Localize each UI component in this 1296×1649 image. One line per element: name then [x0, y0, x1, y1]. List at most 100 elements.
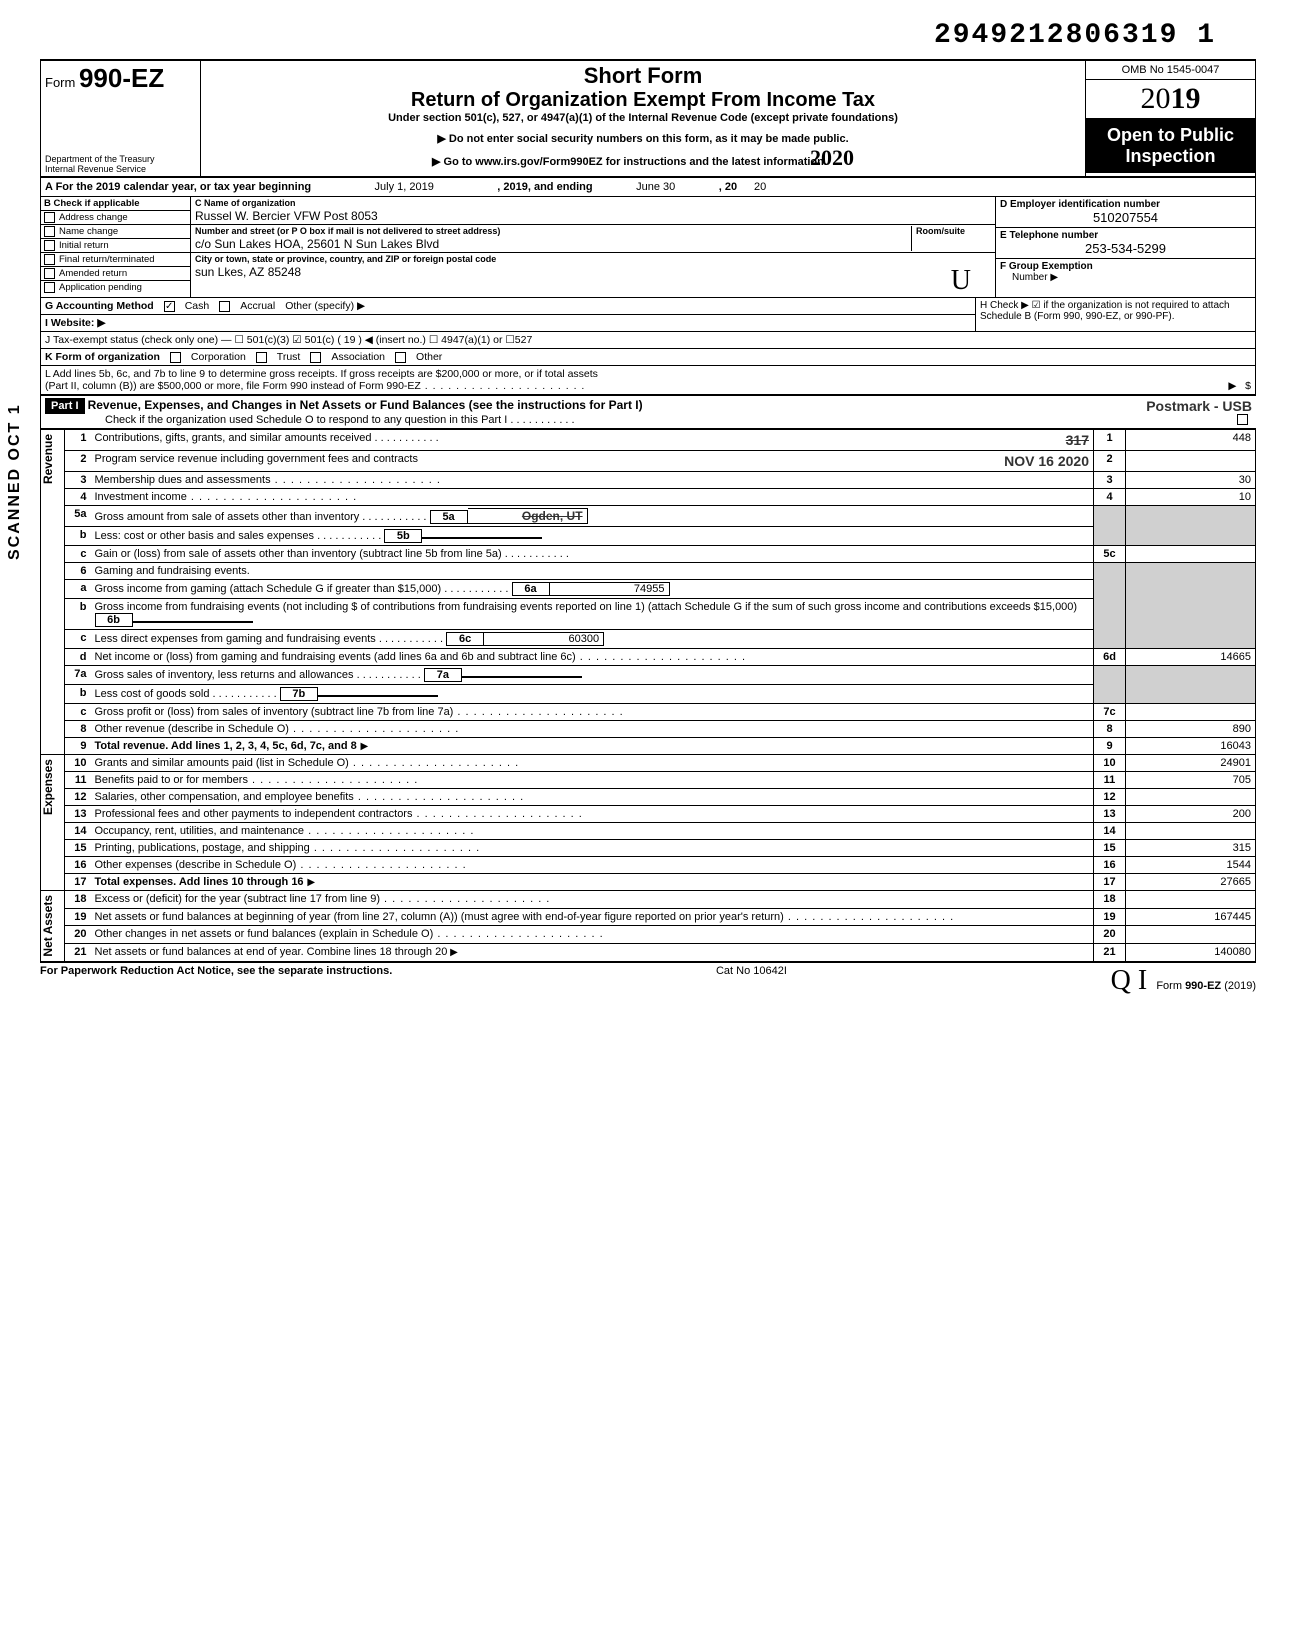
line-7b-innercol: 7b [280, 687, 318, 701]
line-1-val: 448 [1126, 430, 1256, 451]
line-10-val: 24901 [1126, 755, 1256, 772]
line-3-val: 30 [1126, 472, 1256, 489]
check-name-change[interactable]: Name change [41, 225, 190, 239]
line-10-desc: Grants and similar amounts paid (list in… [91, 755, 1094, 772]
page-footer: For Paperwork Reduction Act Notice, see … [40, 962, 1256, 997]
line-21-col: 21 [1094, 943, 1126, 961]
document-locator-number: 2949212806319 1 [40, 20, 1256, 51]
ein: 510207554 [1000, 210, 1251, 225]
line-20-val [1126, 926, 1256, 944]
line-8-num: 8 [65, 721, 91, 738]
check-address-change[interactable]: Address change [41, 211, 190, 225]
line-5c-val [1126, 546, 1256, 563]
stamp-date: NOV 16 2020 [1004, 453, 1089, 469]
line-18-desc: Excess or (deficit) for the year (subtra… [91, 891, 1094, 909]
line-18-val [1126, 891, 1256, 909]
line-9-desc: Total revenue. Add lines 1, 2, 3, 4, 5c,… [91, 738, 1094, 755]
line-7ab-shade-val [1126, 666, 1256, 704]
check-amended[interactable]: Amended return [41, 267, 190, 281]
line-9-col: 9 [1094, 738, 1126, 755]
line-14-desc: Occupancy, rent, utilities, and maintena… [91, 823, 1094, 840]
line-2-col: 2 [1094, 451, 1126, 472]
line-6b-innercol: 6b [95, 613, 133, 627]
check-cash[interactable] [164, 301, 175, 312]
line-6b-innerval [133, 621, 253, 623]
row-j-exempt-status: J Tax-exempt status (check only one) — ☐… [40, 332, 1256, 349]
line-13-col: 13 [1094, 806, 1126, 823]
line-19-col: 19 [1094, 908, 1126, 926]
line-19-desc: Net assets or fund balances at beginning… [91, 908, 1094, 926]
check-final-return[interactable]: Final return/terminated [41, 253, 190, 267]
line-4-val: 10 [1126, 489, 1256, 506]
line-4-desc: Investment income [91, 489, 1094, 506]
initial-mark: U [951, 265, 971, 297]
line-12-num: 12 [65, 789, 91, 806]
line-1-col: 1 [1094, 430, 1126, 451]
line-17-val: 27665 [1126, 874, 1256, 891]
line-6a-desc: Gross income from gaming (attach Schedul… [91, 580, 1094, 599]
phone: 253-534-5299 [1000, 241, 1251, 256]
stamp-usb: Postmark - USB [1146, 398, 1252, 414]
line-6a-innercol: 6a [512, 582, 550, 596]
line-6d-num: d [65, 649, 91, 666]
part-i-check[interactable] [1237, 414, 1248, 425]
line-a-tax-year: A For the 2019 calendar year, or tax yea… [40, 177, 1256, 197]
line-13-num: 13 [65, 806, 91, 823]
line-4-col: 4 [1094, 489, 1126, 506]
row-h-schedule-b: H Check ▶ ☑ if the organization is not r… [976, 298, 1256, 332]
line-20-col: 20 [1094, 926, 1126, 944]
open-to-public: Open to Public Inspection [1086, 119, 1255, 173]
line-3-desc: Membership dues and assessments [91, 472, 1094, 489]
column-c-org-info: C Name of organizationRussel W. Bercier … [191, 197, 995, 297]
part-i-label: Part I [45, 398, 85, 414]
line-5a-innerval: Ogden, UT [468, 508, 588, 524]
line-13-val: 200 [1126, 806, 1256, 823]
line-7b-innerval [318, 695, 438, 697]
check-app-pending[interactable]: Application pending [41, 281, 190, 294]
line-17-num: 17 [65, 874, 91, 891]
part-i-check-instruction: Check if the organization used Schedule … [45, 414, 507, 426]
tax-year: 2019 [1086, 80, 1255, 119]
instruction-ssn: ▶ Do not enter social security numbers o… [205, 132, 1081, 145]
stamp-317: 317 [1066, 432, 1089, 448]
line-7a-innercol: 7a [424, 668, 462, 682]
line-17-desc: Total expenses. Add lines 10 through 16 [91, 874, 1094, 891]
line-6c-innercol: 6c [446, 632, 484, 646]
check-trust[interactable] [256, 352, 267, 363]
line-5a-innercol: 5a [430, 510, 468, 524]
line-5b-desc: Less: cost or other basis and sales expe… [91, 527, 1094, 546]
line-10-num: 10 [65, 755, 91, 772]
return-title: Return of Organization Exempt From Incom… [205, 89, 1081, 112]
org-name: Russel W. Bercier VFW Post 8053 [195, 209, 378, 223]
line-2-val [1126, 451, 1256, 472]
check-initial-return[interactable]: Initial return [41, 239, 190, 253]
line-9-val: 16043 [1126, 738, 1256, 755]
check-accrual[interactable] [219, 301, 230, 312]
part-i-title: Revenue, Expenses, and Changes in Net As… [88, 398, 643, 412]
line-7b-desc: Less cost of goods sold 7b [91, 685, 1094, 704]
line-21-desc: Net assets or fund balances at end of ye… [91, 943, 1094, 961]
line-5a-desc: Gross amount from sale of assets other t… [91, 506, 1094, 527]
check-other[interactable] [395, 352, 406, 363]
column-de: D Employer identification number51020755… [995, 197, 1255, 297]
check-corporation[interactable] [170, 352, 181, 363]
line-13-desc: Professional fees and other payments to … [91, 806, 1094, 823]
line-6b-num: b [65, 599, 91, 630]
check-association[interactable] [310, 352, 321, 363]
line-5b-num: b [65, 527, 91, 546]
line-3-num: 3 [65, 472, 91, 489]
line-21-val: 140080 [1126, 943, 1256, 961]
stamp-ogden: Ogden, UT [522, 509, 583, 523]
cat-number: Cat No 10642I [716, 965, 787, 997]
line-6-desc: Gaming and fundraising events. [91, 563, 1094, 580]
line-7a-desc: Gross sales of inventory, less returns a… [91, 666, 1094, 685]
line-14-col: 14 [1094, 823, 1126, 840]
netassets-label: Net Assets [41, 891, 55, 961]
line-5c-col: 5c [1094, 546, 1126, 563]
part-i-header: Part I Revenue, Expenses, and Changes in… [40, 395, 1256, 429]
line-5b-innerval [422, 537, 542, 539]
dept-irs: Internal Revenue Service [45, 164, 196, 174]
line-15-num: 15 [65, 840, 91, 857]
line-1-desc: Contributions, gifts, grants, and simila… [91, 430, 1094, 451]
instruction-web: ▶ Go to www.irs.gov/Form990EZ for instru… [205, 145, 1081, 171]
